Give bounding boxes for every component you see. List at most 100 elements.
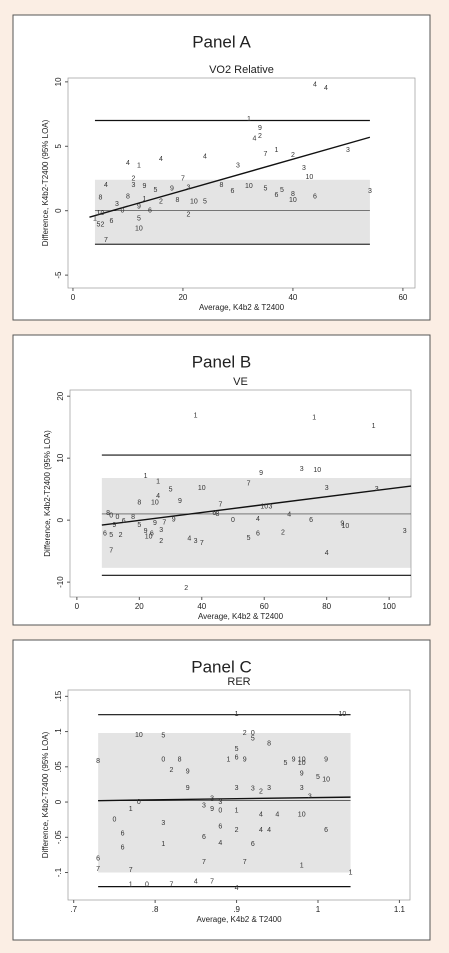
point-marker: 6 [96,855,100,862]
point-marker: 5 [137,522,141,529]
band [94,179,370,243]
point-marker: 6 [202,834,206,841]
point-marker: 3 [267,785,271,792]
point-marker: 6 [235,754,239,761]
point-marker: 9 [112,522,116,529]
point-marker: 9 [300,771,304,778]
point-marker: 10 [298,757,306,764]
y-tick-label: 0 [54,208,63,213]
x-tick-label: 60 [260,602,269,611]
point-marker: 2 [258,133,262,140]
point-marker: 6 [103,531,107,538]
x-tick-label: 20 [135,602,144,611]
point-marker: 8 [175,197,179,204]
point-marker: 0 [137,799,141,806]
point-marker: 10 [135,226,143,233]
point-marker: 5 [203,199,207,206]
point-marker: 4 [259,812,263,819]
point-marker: 5 [235,746,239,753]
point-marker: 9 [259,470,263,477]
point-marker: 4 [252,135,256,142]
point-marker: 8 [98,195,102,202]
point-marker: 6 [122,518,126,525]
point-marker: 1 [247,116,251,123]
y-tick-label: 0 [56,517,65,522]
x-tick-label: 0 [75,602,80,611]
x-tick-label: .7 [70,905,77,914]
point-marker: 6 [212,510,216,517]
point-marker: 9 [186,769,190,776]
point-marker: 3 [403,528,407,535]
point-marker: 4 [287,511,291,518]
point-marker: 1 [312,415,316,422]
point-marker: 7 [219,501,223,508]
point-marker: 4 [194,879,198,886]
point-marker: 3 [302,165,306,172]
point-marker: 7 [263,151,267,158]
point-marker: 10 [135,732,143,739]
point-marker: 10 [190,199,198,206]
point-marker: 10 [289,197,297,204]
point-marker: 3 [235,785,239,792]
point-marker: 9 [137,204,141,211]
point-marker: 9 [340,521,344,528]
point-marker: 3 [236,162,240,169]
point-marker: 5 [263,186,267,193]
point-marker: 9 [170,186,174,193]
point-marker: 5 [316,774,320,781]
point-marker: 6 [324,827,328,834]
panel-box [12,14,431,321]
point-marker: 7 [162,519,166,526]
point-marker: 0 [231,517,235,524]
point-marker: 9 [153,520,157,527]
x-axis-label: Average, K4b2 & T2400 [198,612,284,621]
point-marker: 4 [104,182,108,189]
point-marker: 2 [186,211,190,218]
point-marker: 8 [267,740,271,747]
point-marker: 0 [109,513,113,520]
x-tick-label: .8 [152,905,159,914]
x-tick-label: .9 [233,905,240,914]
point-marker: 1 [93,215,97,222]
point-marker: 3 [325,485,329,492]
point-marker: 7 [104,237,108,244]
point-marker: 1 [156,479,160,486]
point-marker: 2 [159,538,163,545]
y-tick-label: 20 [56,391,65,400]
point-marker: 6 [109,218,113,225]
point-marker: 4 [159,156,163,163]
regression-line [98,796,351,802]
regression-line [89,136,371,218]
point-marker: 2 [281,529,285,536]
point-marker: 5 [251,735,255,742]
point-marker: 9 [292,757,296,764]
point-marker: 6 [148,208,152,215]
y-tick-label: 10 [54,77,63,86]
y-tick-label: .05 [54,761,63,773]
plot-frame [67,689,411,901]
point-marker: 5 [161,733,165,740]
point-marker: 4 [187,536,191,543]
y-tick-label: .15 [54,690,63,702]
point-marker: 8 [137,500,141,507]
point-marker: 3 [202,802,206,809]
point-marker: 1 [235,807,239,814]
point-marker: 8 [219,182,223,189]
point-marker: 1 [194,412,198,419]
point-marker: 3 [300,785,304,792]
panel-title: Panel A [192,32,251,51]
point-marker: 6 [256,531,260,538]
panel-subtitle: RER [227,676,250,688]
point-marker: 0 [145,881,149,888]
point-marker: 5 [137,215,141,222]
point-marker: 2 [235,827,239,834]
plot-frame [69,389,412,598]
point-marker: 10 [339,711,347,718]
point-marker: 4 [275,812,279,819]
point-marker: 2 [131,175,135,182]
point-marker: 7 [96,866,100,873]
y-tick-label: 5 [54,144,63,149]
